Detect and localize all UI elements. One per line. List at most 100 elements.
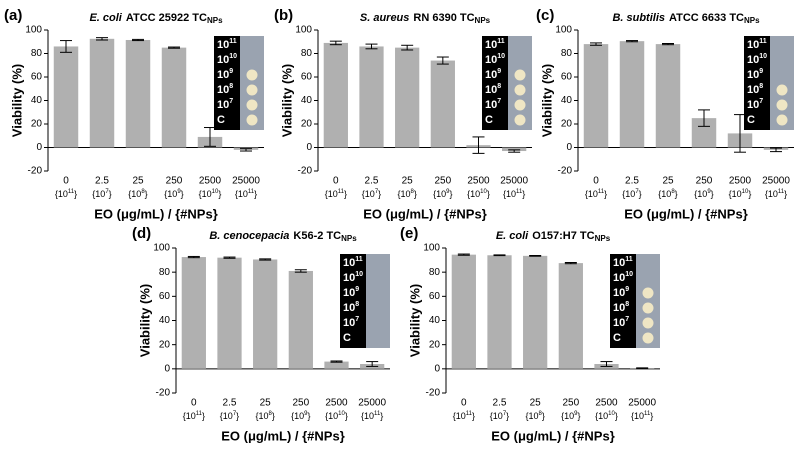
sublabel-exp: 9 (304, 411, 308, 417)
error-bar (259, 258, 272, 261)
error-bar (365, 43, 378, 50)
inset-label: 1010 (613, 271, 633, 284)
inset-exp: 7 (229, 98, 233, 105)
y-tick-label: -20 (28, 166, 43, 177)
inset-exp: 10 (497, 53, 505, 60)
y-tick-label: 20 (429, 339, 441, 350)
error-bar (529, 254, 542, 257)
inset-exp: 8 (229, 83, 233, 90)
y-tick-label: 100 (555, 25, 572, 36)
inset-base: 10 (217, 99, 229, 111)
sublabel-open: {10 (585, 189, 598, 199)
inset-base: 10 (217, 69, 229, 81)
inset-label: 1011 (343, 256, 363, 269)
chart-title: B. subtilis ATCC 6633 TCNPs (612, 12, 760, 25)
inset-base: 10 (343, 302, 355, 314)
sublabel-exp: 8 (671, 189, 675, 195)
inset-label: 1010 (485, 53, 505, 66)
sublabel-close: } (272, 411, 275, 421)
error-bar (294, 269, 307, 273)
bar (288, 270, 313, 369)
inset-bg (610, 254, 636, 348)
x-axis-label: EO (μg/mL) / {#NPs} (94, 206, 218, 221)
sublabel-exp: 7 (375, 189, 379, 195)
sublabel-open: {10 (561, 411, 574, 421)
title-rest: ATCC 25922 TC (126, 12, 207, 24)
sublabel-close: } (604, 189, 607, 199)
bar (583, 44, 609, 148)
sublabel-open: {10 (128, 189, 141, 199)
inset-exp: 11 (229, 38, 237, 45)
sublabel-exp: 9 (574, 411, 578, 417)
sublabel-close: } (181, 189, 184, 199)
x-tick-label: 25000 (358, 398, 386, 409)
colony-spot (246, 84, 258, 96)
chart-title: S. aureus RN 6390 TCNPs (360, 12, 491, 25)
inset-label: C (343, 332, 351, 344)
sublabel-open: {10 (595, 411, 608, 421)
x-tick-sublabel: {1011} (453, 411, 475, 422)
x-tick-sublabel: {1010} (595, 411, 618, 422)
x-tick-sublabel: {108} (658, 189, 677, 200)
chart-title: E. coli O157:H7 TCNPs (496, 230, 611, 243)
inset-label: 108 (485, 83, 501, 96)
title-rest: RN 6390 TC (413, 12, 474, 24)
inset-exp: 9 (355, 286, 359, 293)
y-tick-label: 100 (423, 243, 440, 254)
sublabel-close: } (506, 411, 509, 421)
y-tick-label: 0 (164, 363, 170, 374)
x-tick-sublabel: {1011} (183, 411, 205, 422)
error-bar (366, 361, 379, 367)
sublabel-open: {10 (658, 189, 671, 199)
error-bar (96, 37, 108, 41)
x-tick-sublabel: {109} (694, 189, 713, 200)
y-tick-label: 100 (153, 243, 170, 254)
inset-label: 109 (343, 286, 359, 299)
x-tick-label: 25000 (232, 176, 260, 187)
x-tick-sublabel: {109} (561, 411, 580, 422)
panel-label: (a) (4, 7, 22, 24)
error-bar (508, 149, 521, 153)
inset-label: C (613, 332, 621, 344)
bar (161, 47, 187, 148)
x-tick-label: 250 (562, 398, 579, 409)
inset-base: 10 (343, 257, 355, 269)
panel-label: (e) (400, 225, 418, 242)
inset-exp: 7 (497, 98, 501, 105)
x-tick-label: 25000 (762, 176, 790, 187)
sublabel-open: {10 (467, 189, 480, 199)
inset-base: 10 (613, 272, 625, 284)
title-sub: NPs (595, 234, 611, 243)
colony-spot (514, 99, 526, 111)
x-tick-label: 2500 (199, 176, 222, 187)
y-tick-label: 0 (566, 142, 572, 153)
bar (217, 257, 242, 369)
x-tick-sublabel: {108} (525, 411, 544, 422)
error-bar (401, 44, 414, 51)
x-tick-sublabel: {1011} (325, 189, 347, 200)
y-tick-label: 0 (306, 142, 312, 153)
sublabel-close: } (675, 189, 678, 199)
x-tick-sublabel: {108} (397, 189, 416, 200)
x-tick-sublabel: {1010} (199, 189, 222, 200)
title-sub: NPs (475, 16, 491, 25)
x-tick-label: 2.5 (625, 176, 639, 187)
x-tick-label: 25 (260, 398, 272, 409)
inset-exp: 10 (355, 271, 363, 278)
x-tick-sublabel: {109} (433, 189, 452, 200)
colony-spot (514, 84, 526, 96)
x-tick-sublabel: {107} (220, 411, 239, 422)
x-tick-label: 2500 (729, 176, 752, 187)
colony-spot (514, 114, 526, 126)
inset-exp: 9 (759, 68, 763, 75)
error-bar (223, 256, 236, 259)
y-tick-label: 0 (36, 142, 42, 153)
title-sub: NPs (744, 16, 760, 25)
sublabel-exp: 7 (503, 411, 507, 417)
title-sub: NPs (341, 234, 357, 243)
inset-base: 10 (747, 99, 759, 111)
x-tick-sublabel: {1010} (729, 189, 752, 200)
inset-control: C (613, 332, 621, 344)
x-tick-sublabel: {1011} (585, 189, 607, 200)
inset-control: C (747, 114, 755, 126)
